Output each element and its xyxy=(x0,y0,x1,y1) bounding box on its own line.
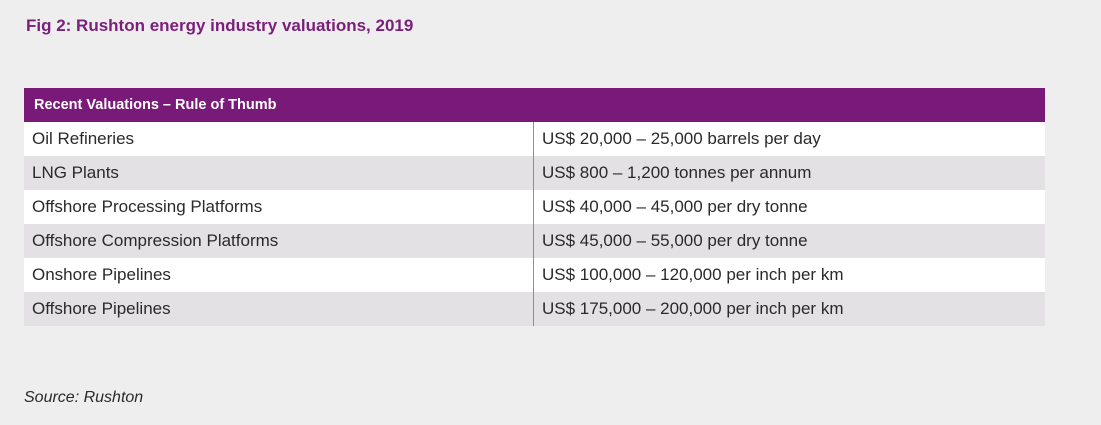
asset-cell: Oil Refineries xyxy=(24,122,534,156)
asset-cell: Offshore Processing Platforms xyxy=(24,190,534,224)
table-row: Offshore Pipelines US$ 175,000 – 200,000… xyxy=(24,292,1045,326)
valuation-cell: US$ 100,000 – 120,000 per inch per km xyxy=(542,265,844,284)
valuation-cell: US$ 45,000 – 55,000 per dry tonne xyxy=(542,231,808,250)
valuation-cell: US$ 175,000 – 200,000 per inch per km xyxy=(542,299,844,318)
table-header: Recent Valuations – Rule of Thumb xyxy=(24,88,1045,122)
asset-cell: LNG Plants xyxy=(24,156,534,190)
asset-cell: Offshore Compression Platforms xyxy=(24,224,534,258)
figure-title: Fig 2: Rushton energy industry valuation… xyxy=(26,16,414,35)
table-row: Onshore Pipelines US$ 100,000 – 120,000 … xyxy=(24,258,1045,292)
source-note: Source: Rushton xyxy=(24,389,144,406)
asset-cell: Onshore Pipelines xyxy=(24,258,534,292)
valuation-cell: US$ 20,000 – 25,000 barrels per day xyxy=(542,129,821,148)
valuation-cell: US$ 40,000 – 45,000 per dry tonne xyxy=(542,197,808,216)
valuations-table: Recent Valuations – Rule of Thumb Oil Re… xyxy=(24,88,1045,326)
table-row: Offshore Processing Platforms US$ 40,000… xyxy=(24,190,1045,224)
asset-cell: Offshore Pipelines xyxy=(24,292,534,326)
table-row: LNG Plants US$ 800 – 1,200 tonnes per an… xyxy=(24,156,1045,190)
table-row: Oil Refineries US$ 20,000 – 25,000 barre… xyxy=(24,122,1045,156)
table-row: Offshore Compression Platforms US$ 45,00… xyxy=(24,224,1045,258)
valuation-cell: US$ 800 – 1,200 tonnes per annum xyxy=(542,163,812,182)
